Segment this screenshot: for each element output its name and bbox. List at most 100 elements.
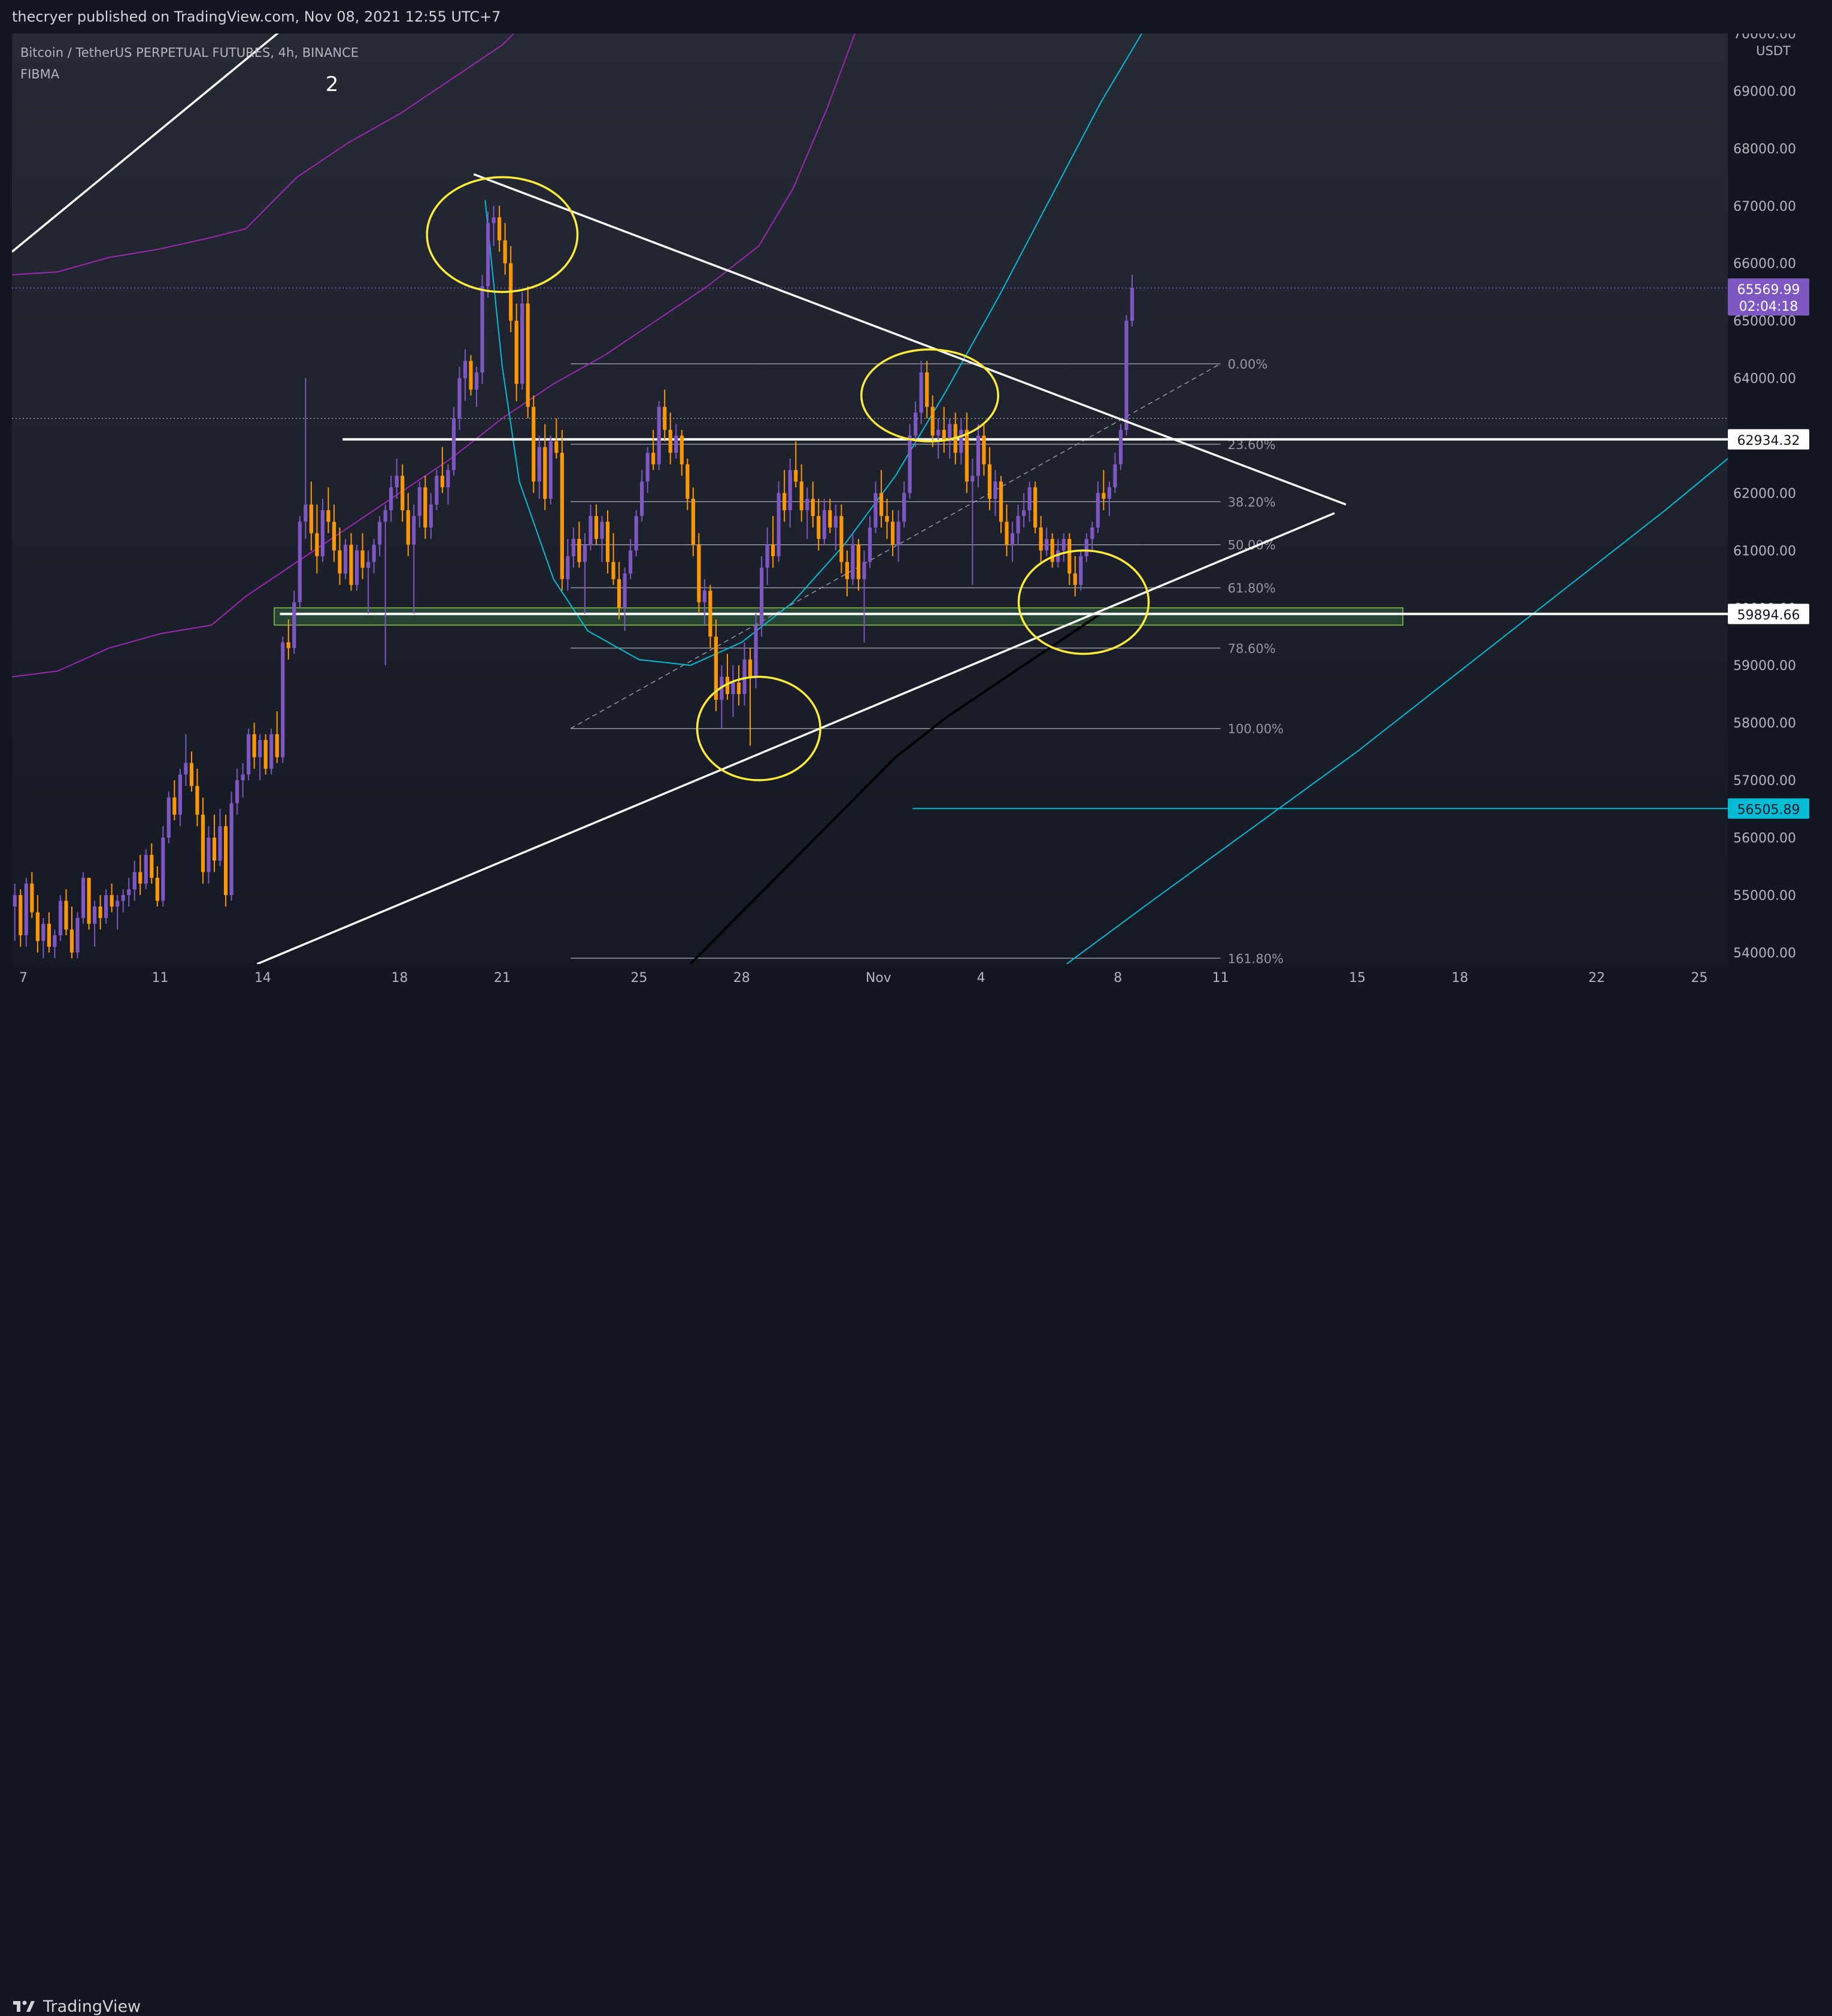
- chart-pane[interactable]: [12, 34, 1728, 989]
- candle-body: [873, 493, 878, 528]
- candle-body: [839, 516, 844, 562]
- time-axis[interactable]: [0, 964, 1728, 989]
- candle-body: [1124, 320, 1129, 430]
- candle-body: [349, 544, 353, 585]
- candle-body: [765, 544, 769, 568]
- candle-body: [406, 510, 410, 545]
- candle-body: [338, 550, 342, 574]
- plot-layer: 0.00%23.60%38.20%50.00%61.80%78.60%100.0…: [12, 34, 1728, 964]
- candle-body: [1050, 539, 1054, 562]
- candle-body: [902, 493, 906, 522]
- price-tick-label: 56000.00: [1733, 831, 1796, 846]
- candle-body: [1005, 522, 1009, 545]
- candle-body: [885, 516, 889, 522]
- candle-body: [35, 912, 40, 941]
- candle-body: [548, 441, 553, 499]
- time-tick-label: 7: [19, 971, 28, 986]
- candle-body: [343, 544, 348, 574]
- dashed-projection-line: [570, 363, 1221, 729]
- price-tick-label: 68000.00: [1733, 142, 1796, 157]
- footer: TradingView: [0, 994, 1832, 2016]
- candle-body: [457, 378, 462, 419]
- candle-body: [1113, 464, 1117, 487]
- symbol-title[interactable]: Bitcoin / TetherUS PERPETUAL FUTURES, 4h…: [20, 46, 359, 60]
- candle-body: [936, 429, 941, 436]
- time-tick-label: 25: [1691, 971, 1707, 986]
- trendline: [12, 34, 279, 253]
- candle-body: [890, 522, 895, 545]
- candle-body: [1107, 487, 1112, 499]
- candle-body: [320, 510, 325, 556]
- candle-body: [833, 516, 838, 528]
- highlight-circle: [426, 176, 579, 293]
- candle-body: [657, 407, 661, 465]
- fib-level-label: 61.80%: [1228, 581, 1276, 596]
- candle-body: [1039, 527, 1043, 551]
- candle-body: [663, 407, 667, 430]
- time-tick-label: 18: [391, 971, 408, 986]
- candle-body: [731, 682, 735, 695]
- candle-body: [178, 774, 182, 815]
- tradingview-logo[interactable]: TradingView: [11, 1997, 141, 2016]
- time-tick-label: 28: [733, 971, 750, 986]
- price-tick-label: 57000.00: [1733, 774, 1796, 789]
- candle-body: [617, 579, 621, 608]
- candle-body: [691, 499, 695, 545]
- candle-body: [999, 481, 1003, 522]
- candle-body: [851, 544, 855, 580]
- price-tick-label: 69000.00: [1733, 84, 1796, 99]
- time-tick-label: 4: [977, 971, 985, 986]
- candle-body: [782, 493, 787, 511]
- candle-body: [1010, 533, 1015, 545]
- candle-body: [686, 464, 690, 499]
- indicator-title[interactable]: FIBMA: [20, 67, 60, 81]
- trendline: [473, 173, 1346, 506]
- candle-body: [1045, 539, 1049, 551]
- fib-level-label: 100.00%: [1228, 722, 1284, 736]
- candle-body: [492, 217, 496, 223]
- candle-body: [1061, 539, 1066, 551]
- time-tick-label: 25: [630, 971, 647, 986]
- candle-body: [195, 786, 199, 815]
- publish-header: thecryer published on TradingView.com, N…: [0, 0, 1832, 34]
- candle-body: [554, 441, 559, 453]
- candle-body: [354, 550, 359, 585]
- trendline: [256, 512, 1335, 964]
- candle-body: [1021, 510, 1026, 516]
- candle-body: [976, 435, 981, 476]
- candle-body: [987, 464, 992, 499]
- candle-body: [263, 739, 268, 769]
- price-tick-label: 64000.00: [1733, 372, 1796, 387]
- candle-body: [566, 556, 570, 580]
- series-line: [1066, 458, 1728, 964]
- candle-body: [332, 522, 336, 551]
- candle-body: [600, 522, 604, 539]
- candle-body: [674, 435, 678, 453]
- candle-body: [429, 504, 433, 528]
- price-tick-label: 61000.00: [1733, 544, 1796, 559]
- price-tick-label: 59000.00: [1733, 659, 1796, 674]
- candle-body: [395, 475, 399, 487]
- candle-body: [868, 527, 872, 562]
- price-label-box: [1728, 798, 1809, 819]
- candle-body: [811, 499, 815, 516]
- candle-body: [275, 734, 279, 757]
- candle-body: [914, 413, 918, 436]
- candle-body: [41, 923, 46, 941]
- price-label-value: 59894.66: [1737, 608, 1800, 623]
- candle-body: [286, 642, 290, 648]
- candle-body: [19, 895, 23, 936]
- price-axis[interactable]: [1728, 34, 1832, 989]
- candle-body: [480, 286, 484, 372]
- highlight-circle: [1017, 549, 1150, 655]
- candle-body: [87, 878, 91, 924]
- price-tick-label: 62000.00: [1733, 486, 1796, 501]
- candle-body: [383, 510, 387, 522]
- candle-body: [1118, 429, 1123, 465]
- price-tick-label: 65000.00: [1733, 314, 1796, 329]
- candle-body: [845, 562, 850, 580]
- candle-body: [104, 895, 108, 918]
- candle-body: [412, 516, 416, 545]
- candle-body: [498, 217, 502, 241]
- candle-body: [1027, 487, 1032, 511]
